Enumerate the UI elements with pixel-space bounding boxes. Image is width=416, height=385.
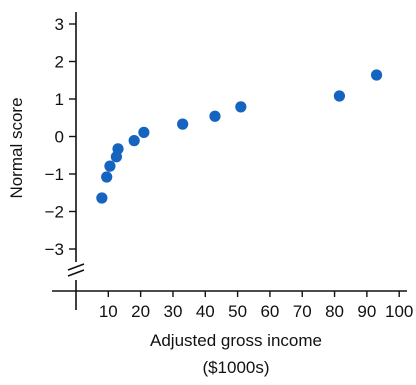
y-tick-label: −2 — [45, 203, 64, 222]
axis-break-mark — [67, 263, 85, 271]
x-tick-label: 30 — [163, 302, 182, 321]
x-tick-label: 90 — [357, 302, 376, 321]
y-tick-label: 3 — [55, 15, 64, 34]
y-axis-title: Normal score — [7, 97, 26, 198]
data-point — [235, 101, 247, 113]
data-point — [112, 143, 124, 155]
y-tick-label: −1 — [45, 165, 64, 184]
x-tick-label: 40 — [196, 302, 215, 321]
data-point — [333, 90, 346, 102]
y-tick-label: −3 — [45, 240, 64, 259]
data-point — [96, 192, 108, 204]
y-tick-label: 1 — [55, 90, 64, 109]
data-point — [177, 118, 189, 130]
data-point — [209, 110, 221, 122]
y-tick-label: 2 — [55, 53, 64, 72]
data-points — [96, 69, 383, 204]
x-tick-label: 60 — [260, 302, 279, 321]
data-point — [104, 160, 116, 172]
axis-break-mark — [67, 269, 85, 277]
data-point — [138, 126, 150, 138]
x-tick-label: 70 — [293, 302, 312, 321]
y-axis: −3 −2 −1 0 1 2 3 — [45, 12, 85, 310]
x-tick-label: 80 — [325, 302, 344, 321]
x-tick-label: 10 — [99, 302, 118, 321]
x-tick-label: 20 — [131, 302, 150, 321]
x-tick-label: 100 — [385, 302, 413, 321]
x-axis: 10 20 30 40 50 60 70 80 90 100 — [52, 290, 413, 321]
x-tick-label: 50 — [228, 302, 247, 321]
x-axis-title-line1: Adjusted gross income — [150, 331, 322, 350]
data-point — [128, 135, 140, 147]
data-point — [370, 69, 383, 81]
y-tick-label: 0 — [55, 128, 64, 147]
x-axis-title-line2: ($1000s) — [202, 358, 269, 377]
data-point — [101, 171, 113, 183]
